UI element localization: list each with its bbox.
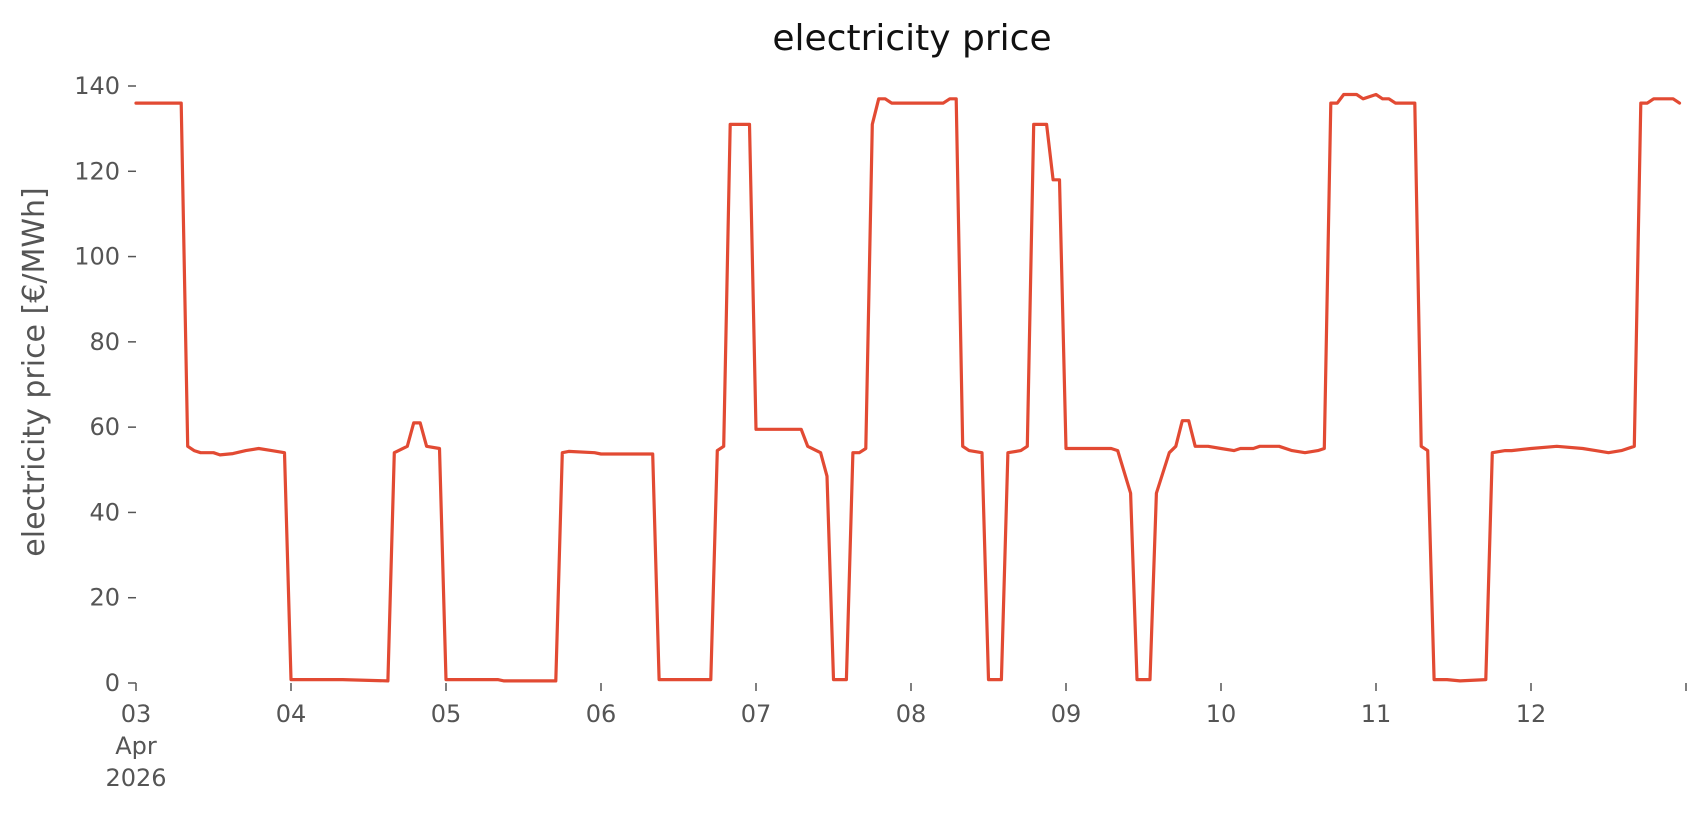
x-tick-label: 03 <box>121 700 152 728</box>
y-tick-label: 20 <box>89 584 120 612</box>
x-tick-label: Apr <box>115 732 157 760</box>
x-tick-label: 2026 <box>105 764 166 792</box>
x-tick-label: 05 <box>431 700 462 728</box>
x-tick-label: 10 <box>1206 700 1237 728</box>
y-tick-label: 100 <box>74 243 120 271</box>
y-tick-label: 60 <box>89 413 120 441</box>
y-tick-label: 120 <box>74 157 120 185</box>
y-tick-label: 40 <box>89 498 120 526</box>
y-axis: 0 20 40 60 80 100 120 140 <box>74 72 136 697</box>
x-tick-label: 07 <box>741 700 772 728</box>
x-tick-label: 06 <box>586 700 617 728</box>
series-line <box>134 92 1682 683</box>
chart-title: electricity price <box>772 18 1051 59</box>
y-tick-label: 0 <box>105 669 120 697</box>
x-tick-label: 09 <box>1051 700 1082 728</box>
series-layer <box>134 92 1682 683</box>
x-tick-label: 08 <box>896 700 927 728</box>
y-tick-label: 140 <box>74 72 120 100</box>
x-axis: 03 Apr 2026 04 05 06 07 08 09 10 11 12 <box>105 683 1687 792</box>
y-axis-label: electricity price [€/MWh] <box>17 187 52 556</box>
y-tick-label: 80 <box>89 328 120 356</box>
x-tick-label: 11 <box>1361 700 1392 728</box>
x-tick-label: 12 <box>1516 700 1547 728</box>
x-tick-label: 04 <box>276 700 307 728</box>
